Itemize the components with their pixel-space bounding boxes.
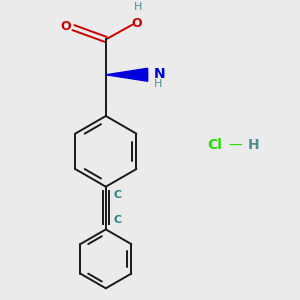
Text: N: N: [154, 67, 165, 81]
Text: C: C: [113, 190, 121, 200]
Polygon shape: [106, 68, 148, 81]
Text: H: H: [154, 79, 162, 88]
Text: H: H: [134, 2, 142, 12]
Text: O: O: [131, 17, 142, 30]
Text: H: H: [247, 139, 259, 152]
Text: —: —: [229, 139, 242, 152]
Text: O: O: [61, 20, 71, 33]
Text: C: C: [113, 215, 121, 225]
Text: Cl: Cl: [207, 139, 222, 152]
